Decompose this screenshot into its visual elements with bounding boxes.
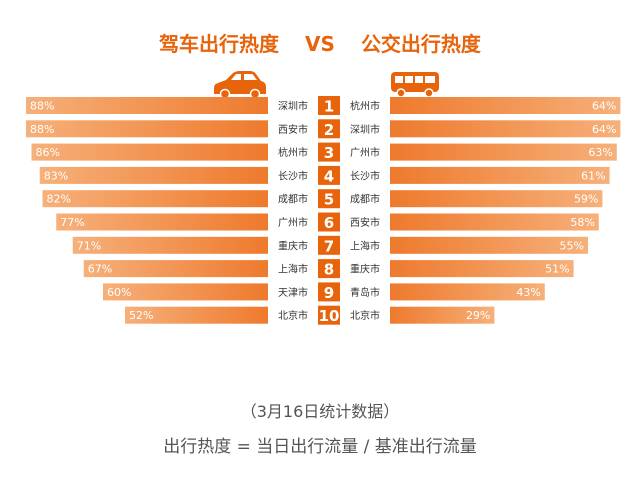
rank-badge <box>318 305 340 325</box>
left-bar <box>42 190 268 208</box>
rank-badge <box>318 235 340 255</box>
left-value-label: 77% <box>60 216 84 229</box>
right-bar <box>390 236 588 254</box>
left-value-label: 88% <box>30 100 54 113</box>
right-value-label: 55% <box>560 239 584 252</box>
right-value-label: 63% <box>588 146 612 159</box>
left-city-label: 重庆市 <box>278 239 308 252</box>
left-bar <box>31 143 268 161</box>
right-city-label: 广州市 <box>350 146 380 159</box>
left-value-label: 67% <box>88 263 112 276</box>
right-city-label: 上海市 <box>350 239 380 252</box>
right-city-label: 深圳市 <box>350 123 380 136</box>
right-city-label: 成都市 <box>350 193 380 206</box>
right-value-label: 58% <box>570 216 594 229</box>
left-bar <box>125 306 268 324</box>
right-city-label: 长沙市 <box>350 169 380 182</box>
right-bar <box>390 143 617 161</box>
date-note: （3月16日统计数据） <box>240 402 400 421</box>
right-bar <box>390 306 495 324</box>
right-value-label: 29% <box>466 309 490 322</box>
rank-number: 7 <box>324 237 334 255</box>
rank-number: 5 <box>324 191 334 209</box>
rank-number: 9 <box>324 284 334 302</box>
left-city-label: 成都市 <box>278 193 308 206</box>
rank-badge <box>318 189 340 209</box>
right-bar <box>390 190 603 208</box>
left-bar <box>56 213 268 231</box>
rank-number: 1 <box>324 98 334 116</box>
rank-badge <box>318 259 340 279</box>
right-value-label: 43% <box>516 286 540 299</box>
left-value-label: 86% <box>36 146 60 159</box>
left-bar <box>72 236 268 254</box>
left-city-label: 北京市 <box>278 309 308 322</box>
right-bar <box>390 97 621 114</box>
rank-badge <box>318 96 340 115</box>
right-bar <box>390 213 599 231</box>
right-value-label: 61% <box>581 169 605 182</box>
left-city-label: 长沙市 <box>278 169 308 182</box>
left-value-label: 60% <box>107 286 131 299</box>
rank-badge <box>318 165 340 185</box>
left-city-label: 深圳市 <box>278 100 308 113</box>
right-city-label: 北京市 <box>350 309 380 322</box>
chart-title: 驾车出行热度 VS 公交出行热度 <box>0 28 640 57</box>
left-value-label: 52% <box>129 309 153 322</box>
rank-badge <box>318 142 340 162</box>
right-value-label: 51% <box>545 263 569 276</box>
left-city-label: 西安市 <box>278 123 308 136</box>
left-bar <box>39 166 268 184</box>
rank-badge <box>318 212 340 232</box>
bus-icon <box>391 72 439 98</box>
formula-note: 出行热度 = 当日出行流量 / 基准出行流量 <box>163 437 477 457</box>
left-city-label: 广州市 <box>278 216 308 229</box>
right-city-label: 西安市 <box>350 216 380 229</box>
right-city-label: 重庆市 <box>350 263 380 276</box>
left-value-label: 83% <box>44 169 68 182</box>
left-value-label: 82% <box>47 193 71 206</box>
right-bar <box>390 260 574 278</box>
left-title: 驾车出行热度 <box>159 32 280 56</box>
right-title: 公交出行热度 <box>360 32 481 56</box>
rank-number: 10 <box>319 307 340 325</box>
right-value-label: 64% <box>592 100 616 113</box>
right-value-label: 59% <box>574 193 598 206</box>
rank-number: 4 <box>324 167 334 185</box>
left-city-label: 天津市 <box>278 286 308 299</box>
left-bar <box>83 260 268 278</box>
rank-badge <box>318 119 340 139</box>
right-city-label: 青岛市 <box>350 286 380 299</box>
right-bar <box>390 120 621 138</box>
rank-number: 2 <box>324 121 334 139</box>
left-value-label: 71% <box>77 239 101 252</box>
left-bar <box>26 120 268 138</box>
left-value-label: 88% <box>30 123 54 136</box>
left-city-label: 杭州市 <box>278 146 308 159</box>
right-bar <box>390 283 545 301</box>
left-city-label: 上海市 <box>278 263 308 276</box>
car-icon <box>214 71 266 100</box>
left-bar <box>26 97 268 114</box>
right-bar <box>390 166 610 184</box>
rank-number: 3 <box>324 144 334 162</box>
rank-number: 6 <box>324 214 334 232</box>
vs-label: VS <box>305 32 335 56</box>
rank-number: 8 <box>324 261 334 279</box>
right-value-label: 64% <box>592 123 616 136</box>
rank-badge <box>318 282 340 302</box>
left-bar <box>103 283 268 301</box>
right-city-label: 杭州市 <box>350 100 380 113</box>
